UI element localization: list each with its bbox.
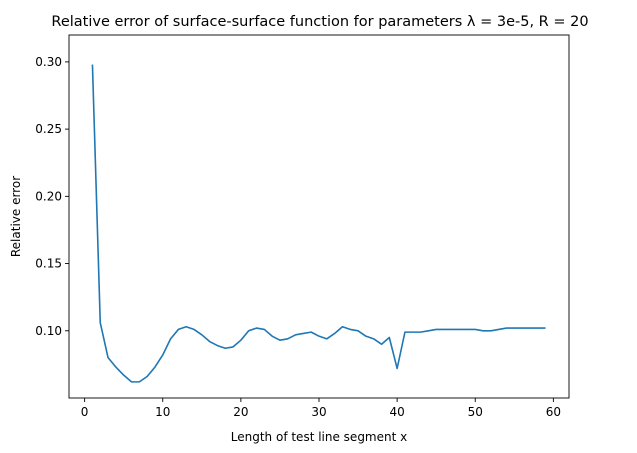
x-tick-label: 20 (233, 405, 248, 419)
series-line (91, 64, 546, 383)
y-axis-label: Relative error (9, 176, 23, 257)
y-axis: 0.10 0.15 0.20 0.25 0.30 (35, 55, 69, 338)
y-tick-label: 0.30 (35, 55, 62, 69)
y-tick-label: 0.25 (35, 122, 62, 136)
y-tick-label: 0.15 (35, 257, 62, 271)
x-tick-label: 10 (155, 405, 170, 419)
x-tick-label: 40 (389, 405, 404, 419)
plot-area (68, 34, 570, 399)
x-tick-label: 0 (81, 405, 89, 419)
y-tick-label: 0.20 (35, 189, 62, 203)
y-tick-label: 0.10 (35, 324, 62, 338)
x-axis: 0 10 20 30 40 50 60 (81, 398, 561, 419)
x-axis-label: Length of test line segment x (231, 430, 407, 444)
x-tick-label: 50 (468, 405, 483, 419)
x-tick-label: 60 (546, 405, 561, 419)
chart-title: Relative error of surface-surface functi… (51, 14, 588, 30)
axes-frame (68, 34, 570, 399)
x-tick-label: 30 (311, 405, 326, 419)
